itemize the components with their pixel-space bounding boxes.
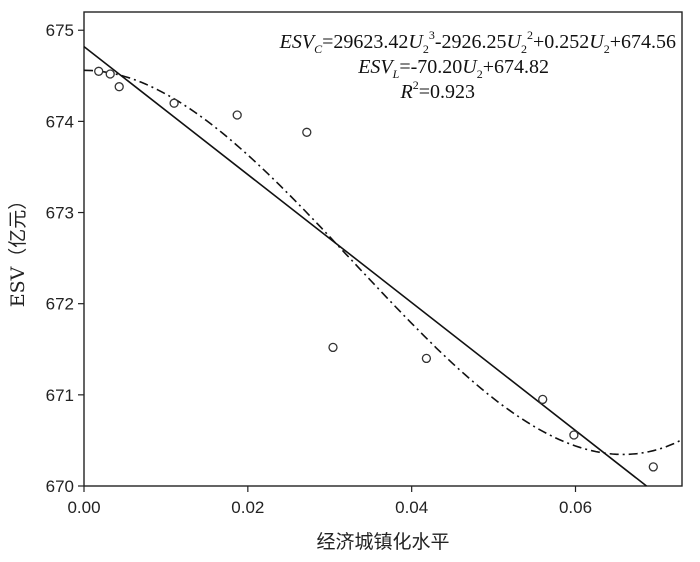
data-point <box>648 462 658 472</box>
fit-lines <box>83 45 683 487</box>
data-point <box>569 430 579 440</box>
x-axis-ticks: 0.00 0.02 0.04 0.06 <box>67 486 592 517</box>
data-point <box>538 394 548 405</box>
data-point <box>94 66 104 76</box>
y-axis-label: ESV（亿元） <box>7 191 29 308</box>
data-point <box>421 353 432 364</box>
y-tick-label: 674 <box>46 112 74 131</box>
data-point <box>302 127 312 137</box>
data-point <box>232 110 242 120</box>
y-tick-label: 672 <box>46 295 74 314</box>
cubic-equation: ESVC=29623.42U23-2926.25U22+0.252U2+674.… <box>279 28 676 56</box>
linear-fit-line <box>83 45 647 487</box>
y-tick-label: 673 <box>46 204 74 223</box>
data-point <box>114 82 124 92</box>
x-tick-label: 0.02 <box>231 498 264 517</box>
y-tick-label: 670 <box>46 477 74 496</box>
data-point <box>105 69 115 79</box>
r-squared: R2=0.923 <box>400 78 476 103</box>
linear-equation: ESVL=-70.20U2+674.82 <box>357 56 549 81</box>
y-tick-label: 671 <box>46 386 74 405</box>
x-tick-label: 0.00 <box>67 498 100 517</box>
data-point <box>328 342 338 353</box>
scatter-points <box>94 66 658 472</box>
x-tick-label: 0.04 <box>395 498 428 517</box>
x-tick-label: 0.06 <box>559 498 592 517</box>
plot-frame <box>83 11 683 487</box>
x-axis-label: 经济城镇化水平 <box>316 531 449 553</box>
cubic-fit-line <box>83 69 683 456</box>
data-point <box>169 98 179 108</box>
y-axis-ticks: 670 671 672 673 674 675 <box>46 21 84 496</box>
y-tick-label: 675 <box>46 21 74 40</box>
